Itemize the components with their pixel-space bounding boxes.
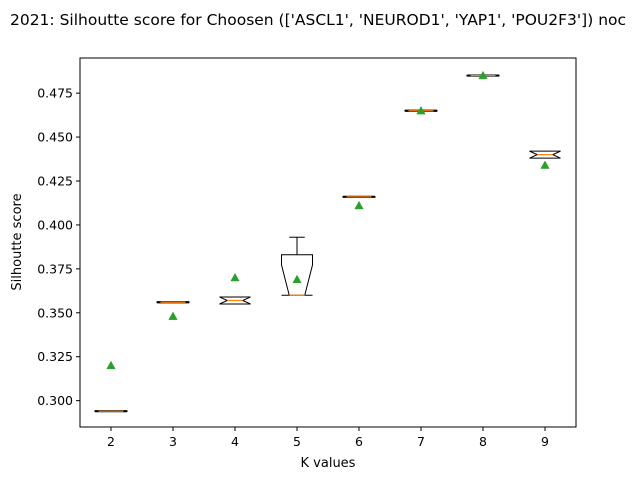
y-tick-label: 0.300 [37,393,73,408]
x-axis-label: K values [301,456,356,471]
y-tick-label: 0.400 [37,217,73,232]
box-k2 [94,360,128,413]
box-series [94,70,561,413]
mean-marker [292,274,302,284]
box-k9 [529,150,561,169]
chart-title: 2021: Silhoutte score for Choosen (['ASC… [10,11,626,29]
y-tick-label: 0.375 [37,261,73,276]
mean-marker [478,70,488,80]
box-k8 [466,70,500,80]
mean-marker [416,105,426,115]
x-tick-label: 2 [107,434,115,449]
x-axis: 2 3 4 5 6 7 8 9 [107,427,549,449]
box-k7 [404,105,438,115]
plot-area-frame [79,57,577,428]
mean-marker [354,200,364,210]
mean-marker [540,160,550,169]
y-tick-label: 0.450 [37,130,73,145]
mean-marker [168,311,178,320]
y-axis: 0.300 0.325 0.350 0.375 0.400 0.425 0.450 0.475 [37,86,80,408]
x-tick-label: 9 [541,434,549,449]
box-k3 [156,301,190,320]
mean-marker [106,360,116,370]
mean-marker [230,272,240,282]
x-tick-label: 4 [231,434,239,449]
box-k6 [342,195,376,210]
box-k5 [281,236,313,296]
y-tick-label: 0.350 [37,305,73,320]
x-tick-label: 3 [169,434,177,449]
box-k4 [219,272,251,305]
x-tick-label: 7 [417,434,425,449]
x-tick-label: 6 [355,434,363,449]
y-tick-label: 0.325 [37,349,73,364]
y-tick-label: 0.425 [37,174,73,189]
x-tick-label: 8 [479,434,487,449]
x-tick-label: 5 [293,434,301,449]
box-body [281,254,313,296]
y-tick-label: 0.475 [37,86,73,101]
y-axis-label: Silhoutte score [10,193,25,290]
